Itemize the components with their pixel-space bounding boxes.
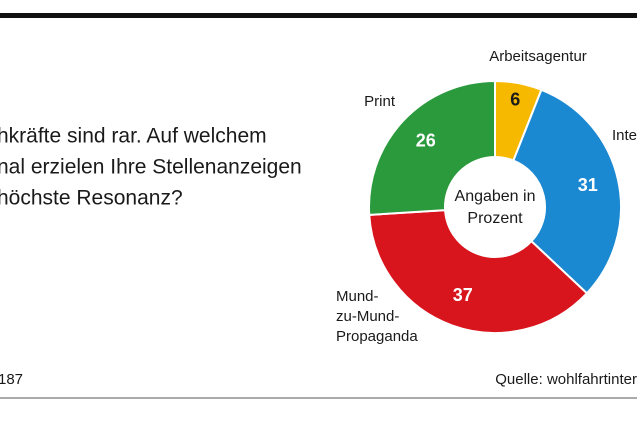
note: 187	[0, 371, 23, 388]
value-label: 31	[578, 175, 598, 195]
center-label: Prozent	[467, 210, 523, 227]
category-label: Mund-	[336, 288, 379, 305]
donut-slice	[368, 209, 589, 334]
category-label: Print	[364, 93, 396, 110]
title-line: hkräfte sind rar. Auf welchem	[0, 125, 267, 148]
donut-slice	[368, 79, 496, 216]
source: Quelle: wohlfahrtinter	[495, 371, 637, 388]
category-label: zu-Mund-	[336, 308, 399, 325]
title-line: höchste Resonanz?	[0, 187, 183, 210]
title-line: nal erzielen Ihre Stellenanzeigen	[0, 156, 302, 179]
top-rule	[0, 13, 637, 18]
value-label: 6	[510, 90, 520, 110]
category-label: Arbeitsagentur	[489, 48, 587, 65]
category-label: Propaganda	[336, 328, 418, 345]
value-label: 26	[416, 131, 436, 151]
category-label: Inte	[612, 127, 637, 144]
center-label: Angaben in	[455, 188, 536, 205]
donut-slice	[512, 88, 622, 295]
value-label: 37	[453, 285, 473, 305]
